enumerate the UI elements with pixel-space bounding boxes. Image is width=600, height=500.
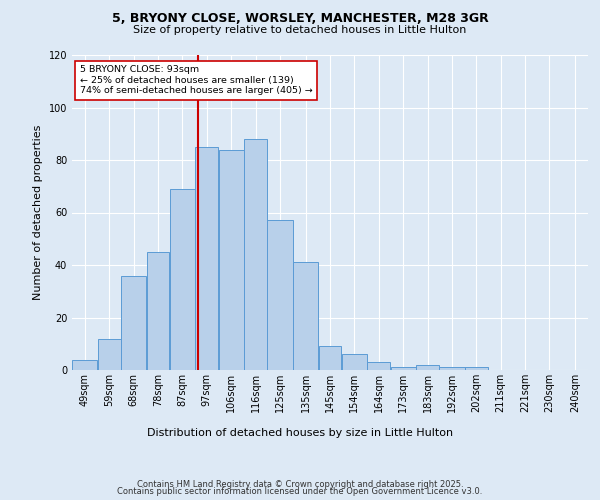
Bar bbox=[146, 252, 169, 370]
Bar bbox=[439, 368, 464, 370]
Bar bbox=[244, 139, 267, 370]
Text: 5, BRYONY CLOSE, WORSLEY, MANCHESTER, M28 3GR: 5, BRYONY CLOSE, WORSLEY, MANCHESTER, M2… bbox=[112, 12, 488, 26]
Bar bbox=[268, 220, 293, 370]
Bar bbox=[98, 338, 121, 370]
Bar bbox=[465, 368, 488, 370]
Bar bbox=[342, 354, 367, 370]
Bar bbox=[72, 360, 97, 370]
Text: Size of property relative to detached houses in Little Hulton: Size of property relative to detached ho… bbox=[133, 25, 467, 35]
Bar bbox=[416, 365, 439, 370]
Bar bbox=[218, 150, 244, 370]
Bar bbox=[319, 346, 341, 370]
Text: 5 BRYONY CLOSE: 93sqm
← 25% of detached houses are smaller (139)
74% of semi-det: 5 BRYONY CLOSE: 93sqm ← 25% of detached … bbox=[80, 66, 313, 96]
Bar bbox=[367, 362, 390, 370]
Bar bbox=[196, 147, 218, 370]
Bar bbox=[121, 276, 146, 370]
Text: Contains HM Land Registry data © Crown copyright and database right 2025.: Contains HM Land Registry data © Crown c… bbox=[137, 480, 463, 489]
Y-axis label: Number of detached properties: Number of detached properties bbox=[33, 125, 43, 300]
Text: Contains public sector information licensed under the Open Government Licence v3: Contains public sector information licen… bbox=[118, 487, 482, 496]
Bar bbox=[170, 189, 195, 370]
Bar bbox=[391, 368, 416, 370]
Text: Distribution of detached houses by size in Little Hulton: Distribution of detached houses by size … bbox=[147, 428, 453, 438]
Bar bbox=[293, 262, 318, 370]
